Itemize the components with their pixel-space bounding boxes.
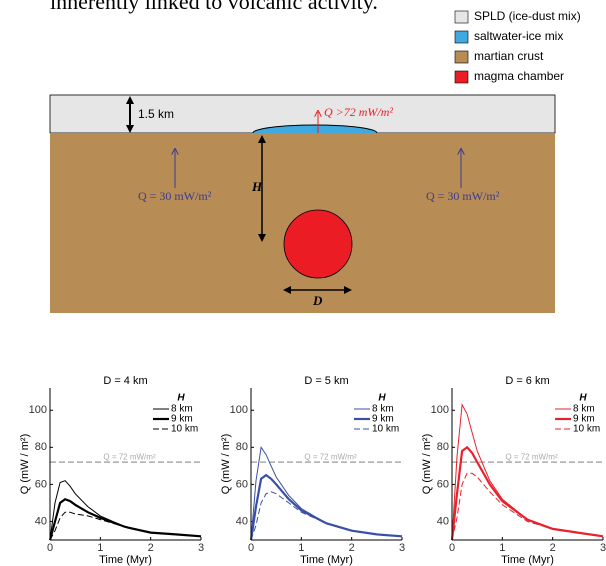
y-tick-label: 80 bbox=[437, 441, 449, 453]
y-tick-label: 100 bbox=[230, 404, 248, 416]
legend-swatch bbox=[454, 10, 469, 24]
x-axis-label: Time (Myr) bbox=[99, 554, 152, 566]
depth-label: H bbox=[251, 179, 263, 194]
y-tick-label: 100 bbox=[29, 404, 47, 416]
legend-label: 10 km bbox=[573, 424, 600, 435]
legend-title: H bbox=[378, 393, 386, 404]
x-tick-label: 3 bbox=[399, 542, 405, 554]
x-tick-label: 0 bbox=[449, 542, 455, 554]
series-line bbox=[451, 472, 604, 541]
x-axis-label: Time (Myr) bbox=[300, 554, 353, 566]
threshold-label: Q = 72 mW/m² bbox=[505, 452, 558, 461]
saltwater-lens bbox=[252, 124, 378, 133]
legend-label: 8 km bbox=[171, 404, 193, 415]
legend-swatch bbox=[454, 70, 469, 84]
x-tick-label: 2 bbox=[550, 542, 556, 554]
header-text: inherently linked to volcanic activity. bbox=[50, 0, 378, 14]
legend-label: saltwater-ice mix bbox=[474, 29, 563, 43]
series-line bbox=[49, 511, 202, 541]
x-tick-label: 2 bbox=[148, 542, 154, 554]
lens-flux-label: Q >72 mW/m² bbox=[324, 105, 393, 119]
legend-label: 10 km bbox=[171, 424, 198, 435]
y-axis-label: Q (mW / m²) bbox=[421, 434, 433, 494]
legend-label: 8 km bbox=[573, 404, 595, 415]
x-tick-label: 3 bbox=[600, 542, 606, 554]
y-axis-label: Q (mW / m²) bbox=[19, 434, 31, 494]
y-tick-label: 40 bbox=[236, 515, 248, 527]
diagram: 1.5 km Q >72 mW/m² H D Q = 30 mW/m² Q = … bbox=[49, 9, 581, 313]
thickness-label: 1.5 km bbox=[138, 107, 174, 121]
x-tick-label: 1 bbox=[97, 542, 103, 554]
y-tick-label: 100 bbox=[431, 404, 449, 416]
y-tick-label: 60 bbox=[236, 478, 248, 490]
legend-label: 9 km bbox=[372, 414, 394, 425]
legend-label: SPLD (ice-dust mix) bbox=[474, 9, 581, 23]
series-line bbox=[48, 497, 202, 541]
y-tick-label: 60 bbox=[35, 478, 47, 490]
series-line bbox=[250, 491, 403, 541]
chart-title: D = 6 km bbox=[505, 375, 549, 387]
x-tick-label: 2 bbox=[349, 542, 355, 554]
y-tick-label: 60 bbox=[437, 478, 449, 490]
x-tick-label: 1 bbox=[298, 542, 304, 554]
diameter-label: D bbox=[312, 293, 323, 308]
legend-title: H bbox=[579, 393, 587, 404]
x-axis-label: Time (Myr) bbox=[501, 554, 554, 566]
series-line bbox=[49, 480, 202, 541]
x-tick-label: 1 bbox=[499, 542, 505, 554]
left-flux-label: Q = 30 mW/m² bbox=[138, 189, 212, 203]
diagram-legend: SPLD (ice-dust mix) saltwater-ice mix mart… bbox=[454, 9, 581, 84]
threshold-label: Q = 72 mW/m² bbox=[304, 452, 357, 461]
chart-title: D = 4 km bbox=[103, 375, 147, 387]
right-flux-label: Q = 30 mW/m² bbox=[426, 189, 500, 203]
x-tick-label: 0 bbox=[47, 542, 53, 554]
y-tick-label: 80 bbox=[35, 441, 47, 453]
y-tick-label: 80 bbox=[236, 441, 248, 453]
series-line bbox=[249, 473, 403, 541]
legend-swatch bbox=[454, 30, 469, 44]
threshold-label: Q = 72 mW/m² bbox=[103, 452, 156, 461]
magma-chamber bbox=[283, 209, 353, 279]
legend-label: 9 km bbox=[171, 414, 193, 425]
legend-swatch bbox=[454, 50, 469, 64]
y-tick-label: 40 bbox=[437, 515, 449, 527]
x-tick-label: 3 bbox=[198, 542, 204, 554]
legend-label: martian crust bbox=[474, 49, 544, 63]
y-axis-label: Q (mW / m²) bbox=[220, 434, 232, 494]
legend-label: 9 km bbox=[573, 414, 595, 425]
series-line bbox=[450, 445, 604, 541]
chart-title: D = 5 km bbox=[304, 375, 348, 387]
x-tick-label: 0 bbox=[248, 542, 254, 554]
legend-label: 10 km bbox=[372, 424, 399, 435]
legend-title: H bbox=[177, 393, 185, 404]
legend-label: 8 km bbox=[372, 404, 394, 415]
y-tick-label: 40 bbox=[35, 515, 47, 527]
legend-label: magma chamber bbox=[474, 69, 564, 83]
